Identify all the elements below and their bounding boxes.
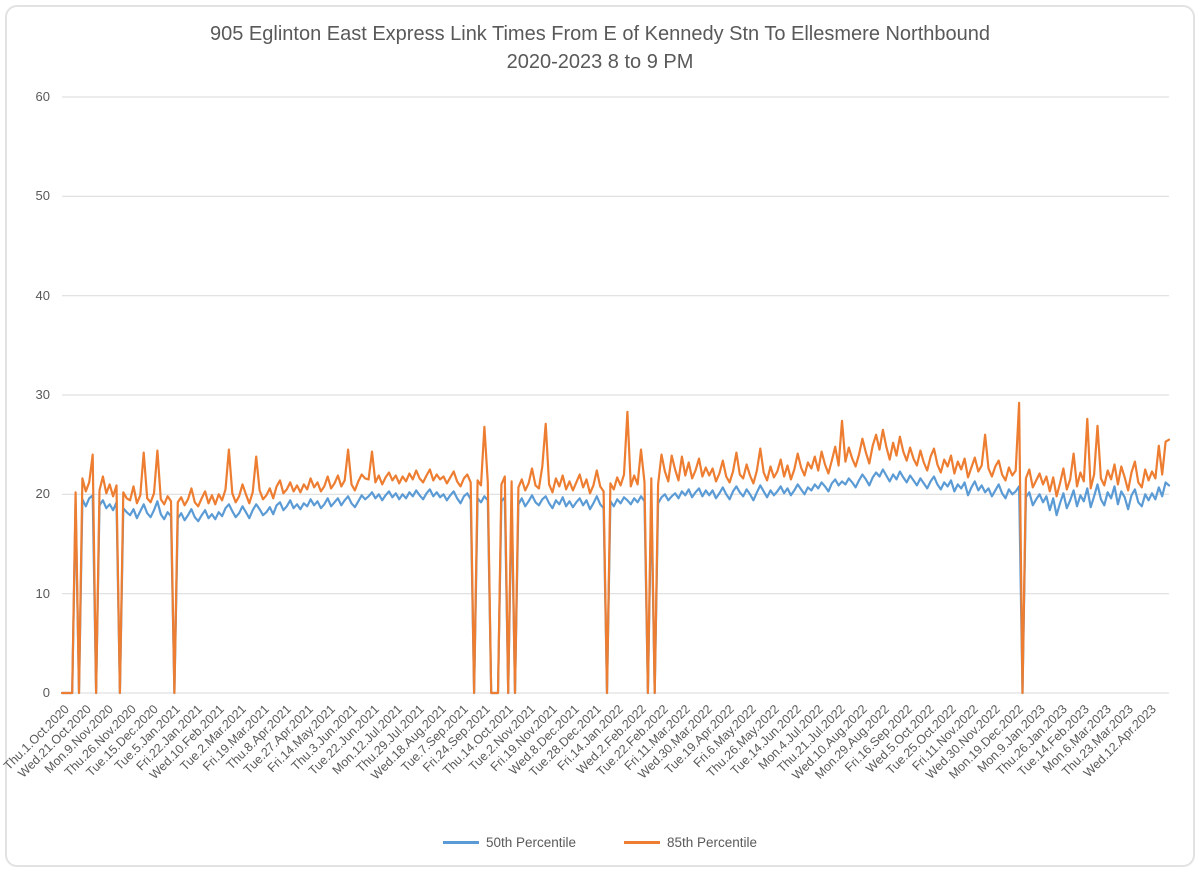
- legend-item-85th-percentile: 85th Percentile: [624, 835, 757, 850]
- y-axis-label-60: 60: [35, 89, 50, 104]
- chart-title-line-1: 905 Eglinton East Express Link Times Fro…: [209, 23, 991, 45]
- legend-line-swatch-85th: [624, 841, 660, 844]
- legend-label-85th: 85th Percentile: [667, 835, 758, 850]
- y-axis-label-30: 30: [35, 387, 50, 402]
- chart-title: 905 Eglinton East Express Link Times Fro…: [0, 20, 1200, 76]
- chart-title-line-2: 2020-2023 8 to 9 PM: [506, 51, 694, 73]
- legend-line-swatch-50th: [442, 841, 479, 844]
- y-axis-label-50: 50: [35, 188, 50, 204]
- chart-border-frame: [5, 5, 1195, 867]
- legend-label-50th: 50th Percentile: [485, 835, 576, 850]
- y-axis-label-0: 0: [42, 685, 50, 700]
- y-axis-label-10: 10: [35, 585, 50, 601]
- legend-item-50th-percentile: 50th Percentile: [442, 835, 576, 850]
- legend: 50th Percentile 85th Percentile: [0, 835, 1200, 850]
- y-axis-label-40: 40: [35, 287, 50, 303]
- series-line-50th-percentile: [60, 468, 1171, 695]
- y-axis-label-20: 20: [35, 486, 50, 502]
- series-line-85th-percentile: [60, 401, 1171, 695]
